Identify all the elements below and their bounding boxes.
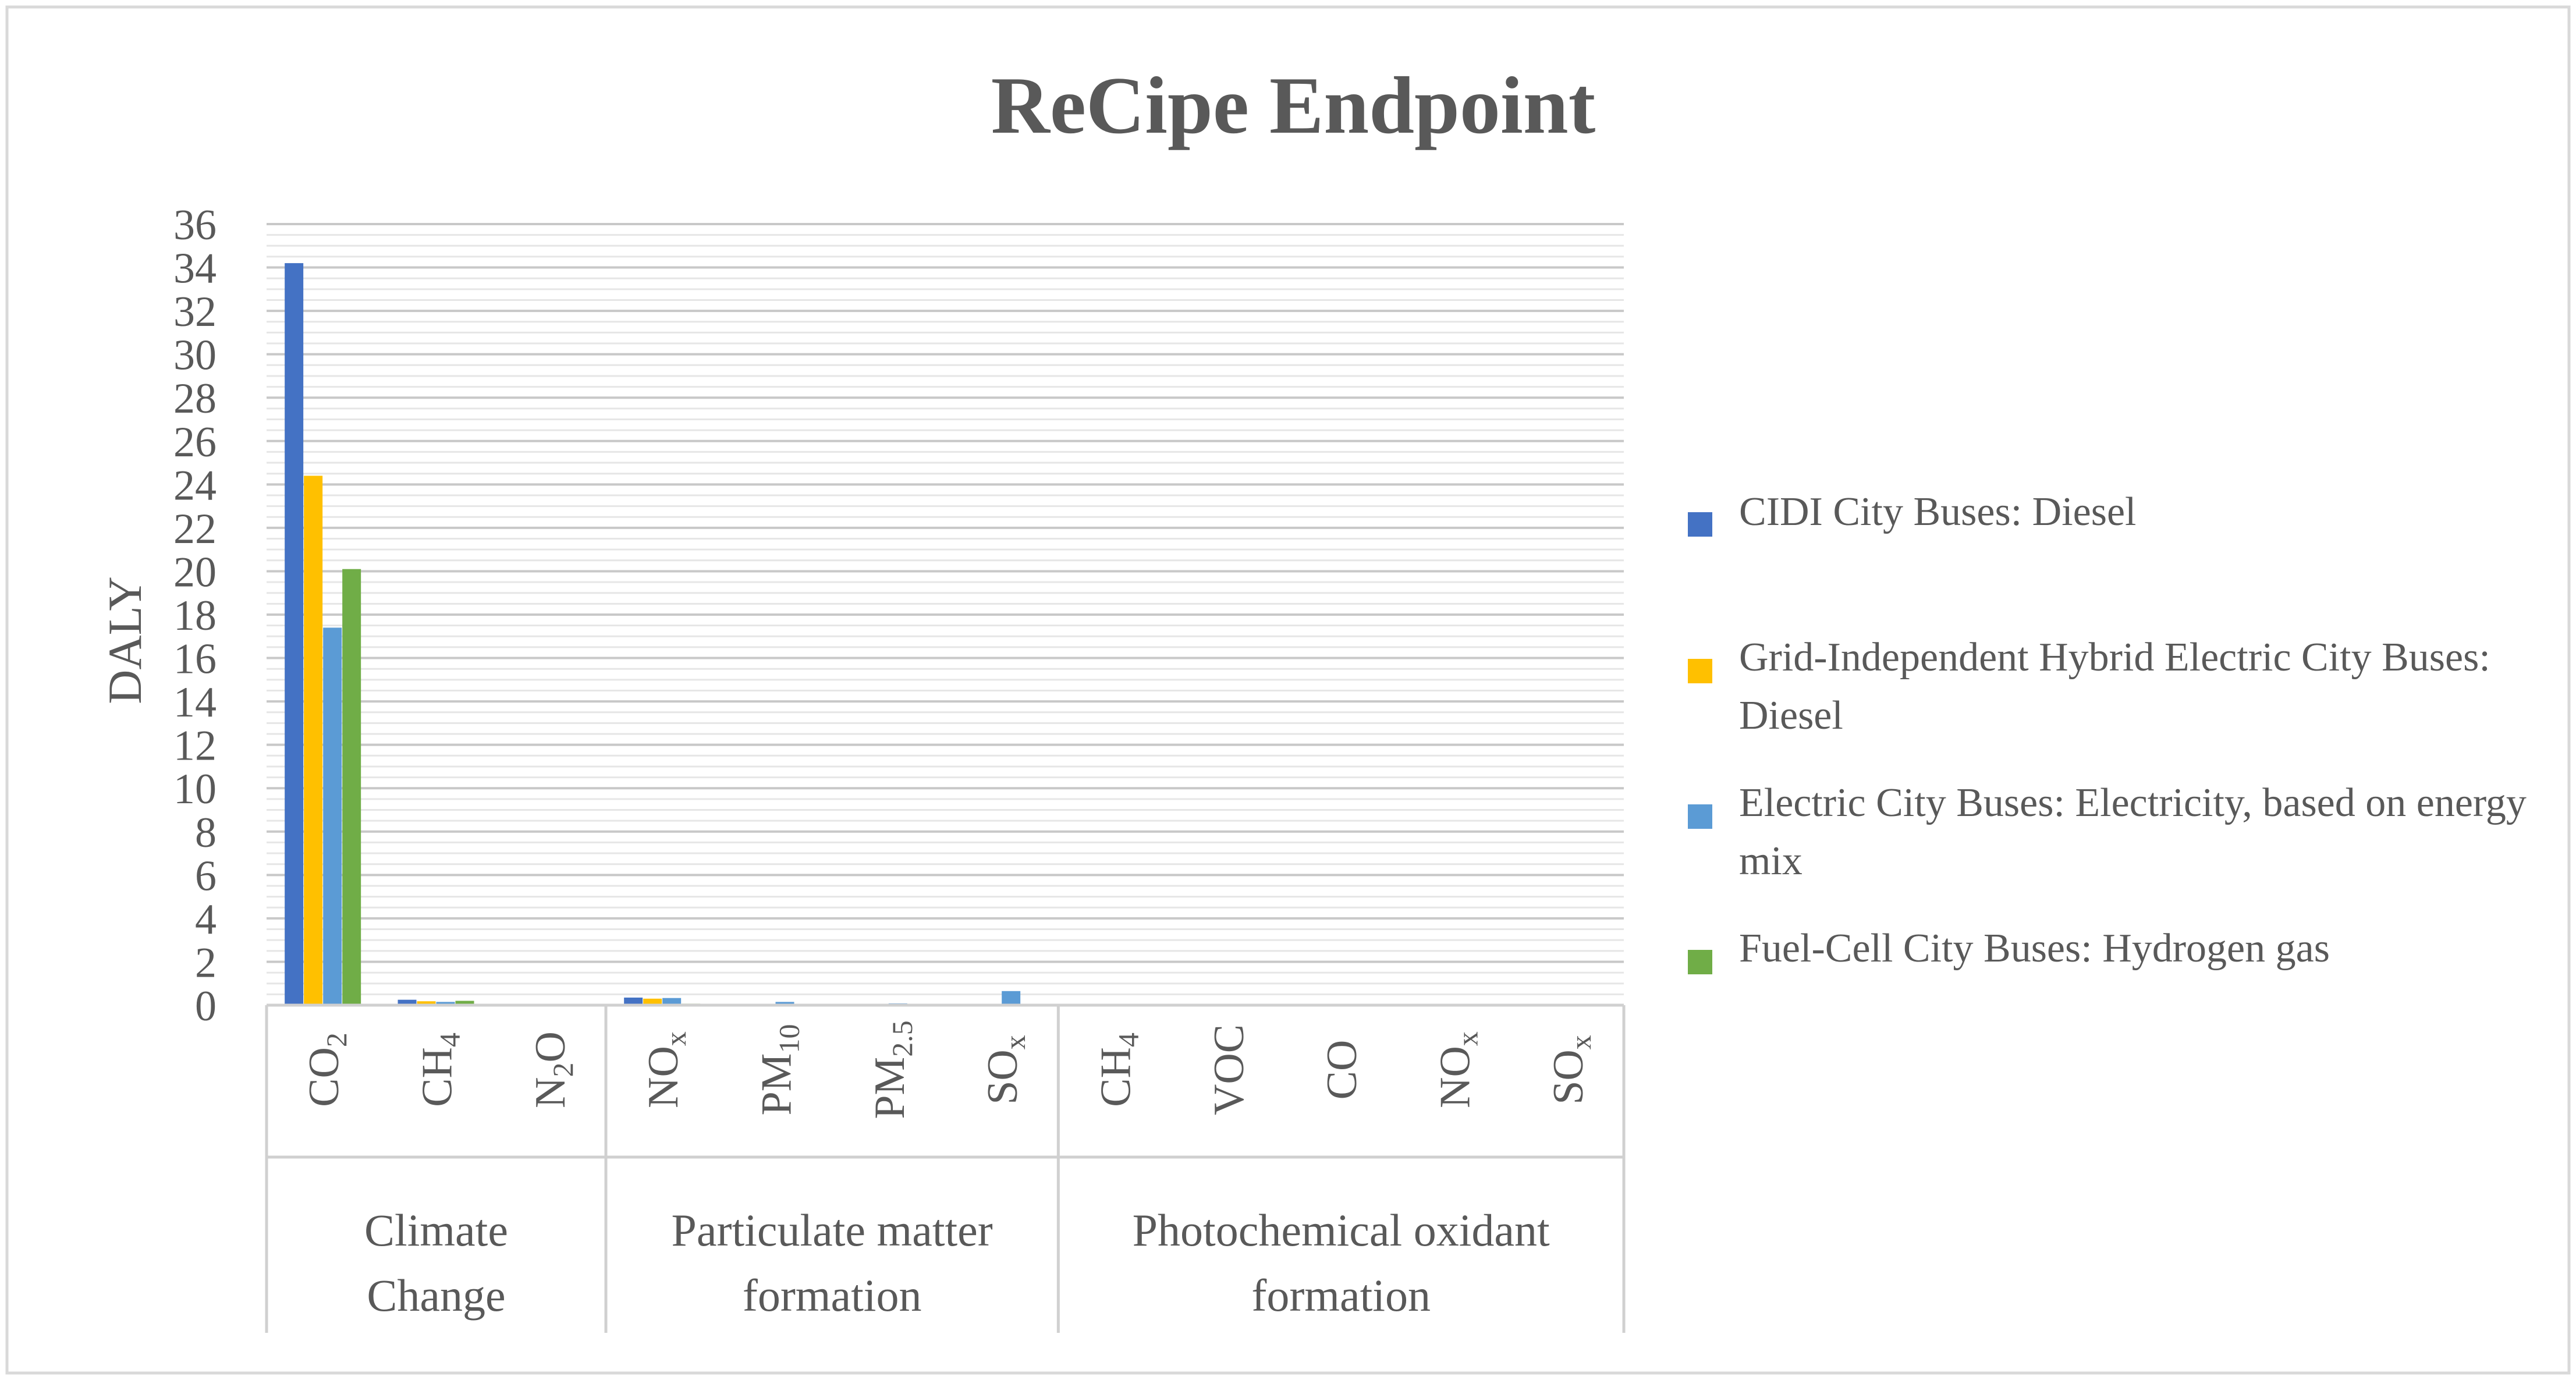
y-tick-label: 14 [173, 679, 217, 726]
x-category-label: PM2.5 [866, 1020, 918, 1119]
y-axis-title: DALY [98, 576, 151, 704]
y-tick-label: 30 [173, 332, 217, 379]
x-category-label: SOx [979, 1035, 1031, 1105]
bars [285, 263, 1586, 1006]
y-tick-label: 0 [195, 982, 217, 1030]
x-axis-category-labels: CO2 CH4 N2O NOx PM10 PM2.5 SOx CH4 VOC CO NOx SOx [300, 1020, 1597, 1119]
legend-item: CIDI City Buses: Diesel [1688, 483, 2549, 541]
y-tick-label: 2 [195, 939, 217, 987]
x-category-label: CO [1318, 1040, 1366, 1100]
y-tick-label: 18 [173, 592, 217, 640]
y-tick-label: 12 [173, 722, 217, 770]
x-category-label: N2O [527, 1031, 579, 1108]
bar [304, 476, 323, 1005]
legend-swatch [1688, 659, 1712, 683]
bar [624, 997, 643, 1005]
x-category-label: CH4 [414, 1033, 466, 1107]
bar [323, 627, 342, 1005]
y-tick-label: 16 [173, 636, 217, 683]
legend-label: Fuel-Cell City Buses: Hydrogen gas [1739, 926, 2330, 971]
bar [398, 999, 417, 1005]
x-category-label: CH4 [1092, 1033, 1145, 1107]
bar [436, 1002, 455, 1005]
y-tick-label: 36 [173, 201, 217, 249]
y-tick-label: 6 [195, 852, 217, 900]
x-axis-group-labels: Climate Change Particulate matter formation… [364, 1205, 1550, 1321]
legend-item: Grid-Independent Hybrid Electric City Bu… [1688, 629, 2549, 745]
legend-label: CIDI City Buses: Diesel [1739, 489, 2137, 534]
y-tick-label: 26 [173, 418, 217, 466]
y-tick-label: 24 [173, 462, 217, 509]
legend-item: Fuel-Cell City Buses: Hydrogen gas [1688, 920, 2549, 978]
legend-swatch [1688, 804, 1712, 829]
bar [342, 569, 361, 1005]
legend-label: Electric City Buses: Electricity, based … [1739, 781, 2527, 884]
x-category-label: NOx [1432, 1031, 1484, 1108]
bar [1002, 991, 1021, 1005]
x-group-label: Climate [364, 1205, 508, 1255]
bar [455, 1001, 474, 1005]
y-tick-label: 28 [173, 375, 217, 423]
legend-swatch [1688, 950, 1712, 974]
legend-swatch [1688, 512, 1712, 537]
gridlines [267, 223, 1624, 995]
y-tick-label: 32 [173, 288, 217, 336]
x-category-label: NOx [640, 1031, 692, 1108]
legend-item: Electric City Buses: Electricity, based … [1688, 774, 2549, 891]
x-category-label: PM10 [753, 1024, 806, 1116]
x-group-label: Particulate matter [672, 1205, 993, 1255]
bar [662, 998, 682, 1005]
y-tick-label: 8 [195, 809, 217, 857]
chart-title: ReCipe Endpoint [991, 61, 1596, 151]
x-group-label: formation [743, 1270, 922, 1321]
bar [643, 998, 662, 1005]
x-group-label: Photochemical oxidant [1133, 1205, 1550, 1255]
y-tick-label: 10 [173, 765, 217, 813]
y-tick-label: 34 [173, 245, 217, 293]
y-tick-label: 22 [173, 505, 217, 553]
bar [417, 1001, 436, 1005]
x-category-label: SOx [1545, 1035, 1597, 1105]
x-group-label: Change [367, 1270, 505, 1321]
x-category-label: VOC [1205, 1024, 1253, 1115]
x-axis [265, 1003, 1626, 1333]
bar [285, 263, 304, 1006]
x-category-label: CO2 [300, 1033, 353, 1107]
legend-label: Grid-Independent Hybrid Electric City Bu… [1739, 635, 2490, 738]
y-tick-label: 20 [173, 548, 217, 596]
bar [775, 1002, 794, 1005]
x-group-label: formation [1251, 1270, 1431, 1321]
y-tick-label: 4 [195, 896, 217, 943]
